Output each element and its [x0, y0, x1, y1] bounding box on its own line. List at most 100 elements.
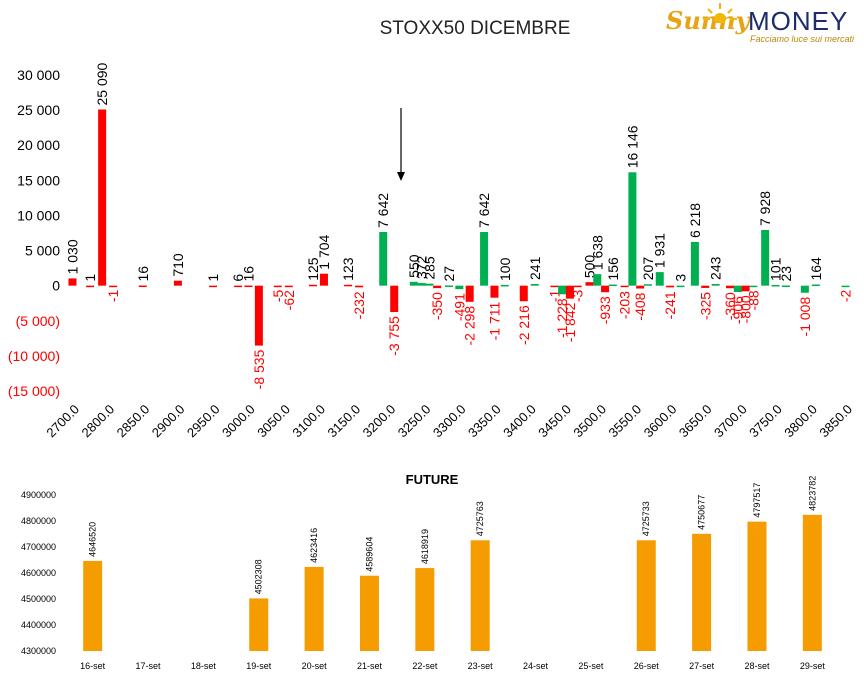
y-tick-label: 4600000 [21, 568, 56, 578]
data-label: -2 [838, 289, 854, 302]
data-bar [802, 514, 822, 651]
data-bar [800, 285, 809, 293]
x-tick-label: 25-set [578, 661, 604, 671]
data-label: 4646520 [88, 522, 98, 557]
x-tick-label: 22-set [412, 661, 438, 671]
data-label: -1 [105, 289, 121, 302]
data-label: -2 216 [516, 305, 532, 345]
data-label: -2 298 [462, 306, 478, 346]
data-label: 710 [170, 253, 186, 277]
data-label: -800 [738, 295, 754, 323]
data-label: 164 [808, 257, 824, 281]
data-bar [284, 285, 293, 288]
y-tick-label: 0 [52, 278, 60, 294]
x-tick-label: 28-set [744, 661, 770, 671]
data-label: 16 [135, 266, 151, 282]
data-bar [470, 540, 490, 651]
data-bar [409, 281, 418, 286]
data-label: 101 [768, 257, 784, 281]
data-label: -3 [570, 289, 586, 302]
data-bar [593, 274, 602, 286]
data-label: 156 [605, 257, 621, 281]
data-bar [558, 285, 567, 295]
data-label: 27 [441, 266, 457, 282]
y-tick-label: (10 000) [8, 348, 60, 364]
data-bar [465, 285, 474, 302]
data-bar [480, 232, 489, 286]
y-tick-label: 4900000 [21, 490, 56, 500]
data-bar [83, 560, 103, 651]
data-label: 123 [340, 257, 356, 281]
data-label: 4725763 [475, 501, 485, 536]
data-label: -933 [597, 296, 613, 324]
x-tick-label: 17-set [136, 661, 162, 671]
y-tick-label: 4800000 [21, 516, 56, 526]
y-tick-label: 4300000 [21, 646, 56, 656]
data-label: -5 [270, 289, 286, 302]
data-bar [741, 285, 750, 292]
x-tick-label: 20-set [302, 661, 328, 671]
data-bar [304, 566, 324, 651]
data-bar [530, 283, 539, 286]
data-bar [608, 284, 617, 287]
data-label: -350 [429, 292, 445, 320]
data-bar [643, 284, 652, 286]
data-bar [692, 533, 712, 651]
x-tick-label: 21-set [357, 661, 383, 671]
data-label: -232 [351, 291, 367, 319]
data-label: 243 [708, 256, 724, 280]
y-tick-label: (5 000) [16, 313, 60, 329]
data-label: 500 [581, 255, 597, 279]
data-label: -203 [617, 291, 633, 319]
data-bar [500, 284, 509, 287]
x-tick-label: 27-set [689, 661, 715, 671]
data-bar [417, 283, 426, 286]
data-bar [761, 229, 770, 286]
data-bar [359, 575, 379, 651]
data-label: 1 931 [652, 233, 668, 268]
data-bar [771, 284, 780, 287]
data-label: 4750677 [697, 495, 707, 530]
data-bar [655, 272, 664, 286]
arrow-down-icon [397, 172, 405, 181]
data-bar [319, 273, 328, 286]
data-label: 100 [497, 257, 513, 281]
data-bar [455, 285, 464, 290]
data-bar [573, 285, 582, 288]
logo-word-money: MONEY [748, 6, 849, 36]
data-label: 372 [414, 255, 430, 279]
data-label: 1 638 [589, 235, 605, 270]
data-label: -1 008 [797, 297, 813, 337]
data-label: 25 090 [94, 62, 110, 105]
data-bar [781, 285, 790, 288]
data-bar [701, 285, 710, 288]
x-tick-label: 24-set [523, 661, 549, 671]
data-bar [444, 285, 453, 287]
y-tick-label: 4500000 [21, 594, 56, 604]
data-bar [636, 540, 656, 651]
y-tick-label: 5 000 [25, 243, 60, 259]
data-label: 4797517 [752, 483, 762, 518]
data-label: 3 [673, 274, 689, 282]
data-bar [86, 285, 95, 288]
data-label: 4725733 [641, 501, 651, 536]
y-tick-label: 4700000 [21, 542, 56, 552]
y-tick-label: 20 000 [17, 137, 60, 153]
y-tick-label: 25 000 [17, 102, 60, 118]
data-label: 6 [230, 274, 246, 282]
data-bar [636, 285, 645, 289]
data-bar [666, 285, 675, 288]
y-tick-label: 15 000 [17, 172, 60, 188]
data-label: 7 642 [375, 193, 391, 228]
data-bar [273, 285, 282, 288]
sun-icon [703, 3, 737, 23]
data-label: -491 [451, 293, 467, 321]
data-label: 4618919 [420, 529, 430, 564]
x-tick-label: 16-set [80, 661, 106, 671]
data-bar [109, 285, 118, 288]
data-bar [490, 285, 499, 298]
data-bar [601, 285, 610, 293]
data-label: -241 [662, 291, 678, 319]
data-label: -88 [745, 290, 761, 310]
